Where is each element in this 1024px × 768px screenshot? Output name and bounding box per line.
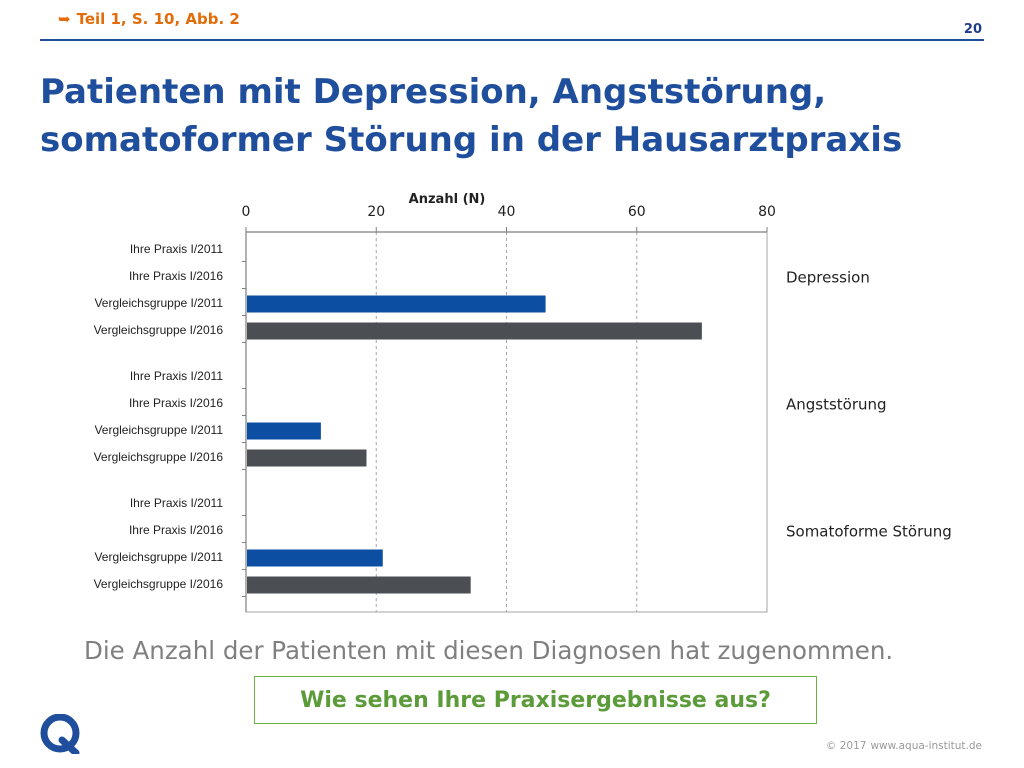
x-axis-title: Anzahl (N) [409, 192, 486, 207]
x-tick-label: 60 [628, 204, 646, 220]
category-label: Vergleichsgruppe I/2011 [94, 423, 223, 437]
group-label: Depression [786, 269, 870, 287]
aqua-q-logo-icon: Q [40, 714, 80, 754]
bar [247, 549, 383, 567]
category-label: Ihre Praxis I/2011 [130, 242, 223, 256]
category-label: Ihre Praxis I/2016 [129, 523, 223, 537]
figure-reference: ➥ Teil 1, S. 10, Abb. 2 [58, 10, 240, 28]
category-label: Ihre Praxis I/2011 [130, 496, 223, 510]
category-label: Vergleichsgruppe I/2016 [94, 323, 224, 337]
copyright-url[interactable]: www.aqua-institut.de [870, 740, 982, 752]
category-label: Ihre Praxis I/2011 [130, 369, 223, 383]
x-tick-label: 80 [758, 204, 776, 220]
group-label: Somatoforme Störung [786, 523, 952, 541]
category-label: Vergleichsgruppe I/2016 [94, 450, 224, 464]
bar [247, 422, 321, 440]
copyright-notice: © 2017 www.aqua-institut.de [826, 740, 982, 752]
group-label: Angststörung [786, 396, 887, 414]
call-to-action-box: Wie sehen Ihre Praxisergebnisse aus? [254, 676, 817, 724]
chart-caption: Die Anzahl der Patienten mit diesen Diag… [84, 636, 894, 665]
bar [247, 322, 702, 340]
x-tick-label: 0 [242, 204, 251, 220]
category-label: Vergleichsgruppe I/2011 [94, 296, 223, 310]
x-tick-label: 40 [498, 204, 516, 220]
bar [247, 295, 546, 313]
slide-title-line-1: Patienten mit Depression, Angststörung, [40, 72, 827, 112]
header-divider [40, 39, 984, 41]
bar [247, 576, 471, 594]
page-number: 20 [963, 22, 982, 37]
copyright-year: © 2017 [825, 740, 867, 752]
category-label: Vergleichsgruppe I/2011 [94, 550, 223, 564]
slide-title-line-2: somatoformer Störung in der Hausarztprax… [40, 120, 903, 160]
bar [247, 449, 367, 467]
x-tick-label: 20 [367, 204, 385, 220]
category-label: Vergleichsgruppe I/2016 [94, 577, 224, 591]
category-label: Ihre Praxis I/2016 [129, 396, 223, 410]
figure-reference-text: Teil 1, S. 10, Abb. 2 [76, 10, 240, 28]
category-label: Ihre Praxis I/2016 [129, 269, 223, 283]
right-arrow-icon: ➥ [58, 10, 71, 28]
slide-title: Patienten mit Depression, Angststörung, … [40, 68, 980, 164]
